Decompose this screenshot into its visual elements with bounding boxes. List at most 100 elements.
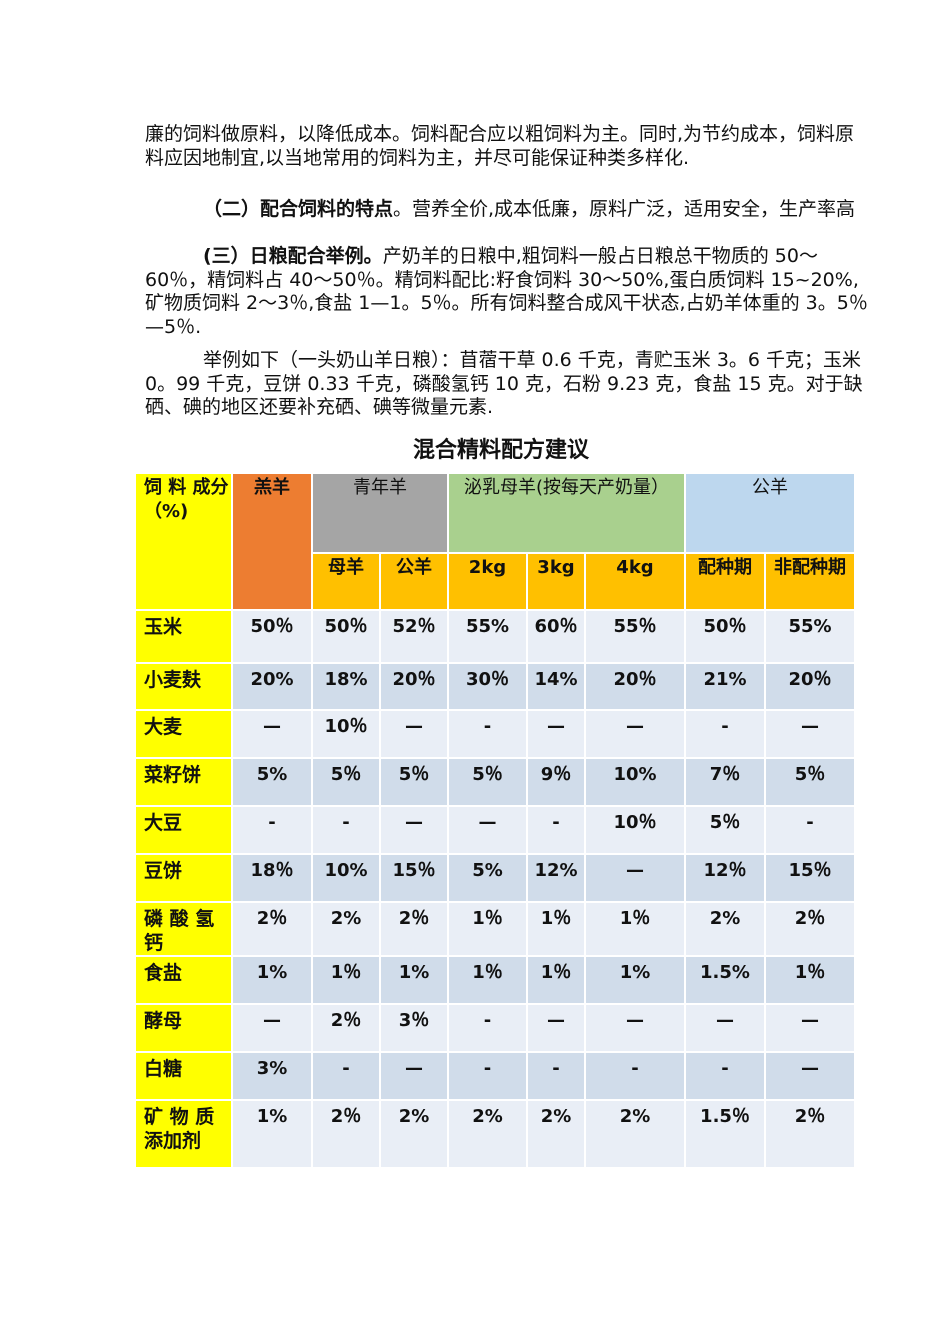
table-cell: 10％ <box>313 711 381 759</box>
table-cell: 1％ <box>528 903 586 957</box>
table-cell: 18％ <box>233 855 313 903</box>
subheader-2kg: 2kg <box>449 554 528 611</box>
table-row: 食盐 1% 1％ 1% 1％ 1％ 1% 1.5% 1％ <box>136 957 856 1005</box>
table-cell: 1.5％ <box>686 1101 766 1169</box>
table-cell: 50％ <box>233 611 313 664</box>
table-title: 混合精料配方建议 <box>412 438 589 463</box>
table-cell: 20％ <box>381 664 449 711</box>
table-cell: 5% <box>449 855 528 903</box>
paragraph-example-body: 产奶羊的日粮中,粗饲料一般占日粮总干物质的 50～60％，精饲料占 40～50％… <box>145 245 868 338</box>
table-cell: 2％ <box>233 903 313 957</box>
table-cell: 9％ <box>528 759 586 807</box>
table-cell: — <box>381 711 449 759</box>
table-cell: 5％ <box>766 759 856 807</box>
table-cell: 1% <box>381 957 449 1005</box>
table-row: 菜籽饼 5% 5％ 5％ 5％ 9％ 10% 7％ 5％ <box>136 759 856 807</box>
table-cell: 14% <box>528 664 586 711</box>
table-cell: — <box>381 807 449 855</box>
table-cell: 2% <box>313 903 381 957</box>
table-row: 磷 酸 氢钙 2％ 2% 2％ 1％ 1％ 1％ 2% 2％ <box>136 903 856 957</box>
table-row: 小麦麸 20% 18% 20％ 30％ 14% 20％ 21% 20％ <box>136 664 856 711</box>
table-cell: 1% <box>233 1101 313 1169</box>
table-cell: 1％ <box>586 903 686 957</box>
table-cell: 10% <box>313 855 381 903</box>
table-cell: - <box>586 1053 686 1101</box>
paragraph-feature-heading: （二）配合饲料的特点 <box>203 198 394 220</box>
table-cell: — <box>586 1005 686 1053</box>
table-cell: 10％ <box>586 807 686 855</box>
table-cell: — <box>586 855 686 903</box>
row-label: 玉米 <box>136 611 233 664</box>
table-cell: 5％ <box>686 807 766 855</box>
table-cell: — <box>586 711 686 759</box>
paragraph-feature-body: 。营养全价,成本低廉，原料广泛，适用安全，生产率高 <box>393 198 856 220</box>
table-cell: 18% <box>313 664 381 711</box>
table-row: 酵母 —2％ 3％ - — — — — <box>136 1005 856 1053</box>
table-cell: 1% <box>233 957 313 1005</box>
row-label: 大豆 <box>136 807 233 855</box>
table-cell: 5% <box>233 759 313 807</box>
table-cell: - <box>449 1005 528 1053</box>
table-cell: 2% <box>586 1101 686 1169</box>
paragraph-example: (三）日粮配合举例。产奶羊的日粮中,粗饲料一般占日粮总干物质的 50～60％，精… <box>145 245 870 339</box>
table-cell: 1％ <box>449 903 528 957</box>
table-cell: - <box>528 1053 586 1101</box>
table-cell: 21% <box>686 664 766 711</box>
table-cell: 1％ <box>528 957 586 1005</box>
table-cell: 2% <box>381 1101 449 1169</box>
table-cell: 7％ <box>686 759 766 807</box>
table-cell: 3％ <box>381 1005 449 1053</box>
header-young: 青年羊 <box>313 474 449 554</box>
table-row: 大麦 —10％ — - — — - — <box>136 711 856 759</box>
header-ram: 公羊 <box>686 474 856 554</box>
table-cell: 10% <box>586 759 686 807</box>
table-row: 豆饼 18％ 10% 15％ 5% 12% —12％ 15％ <box>136 855 856 903</box>
table-cell: - <box>233 807 313 855</box>
table-cell: 2％ <box>766 903 856 957</box>
table-cell: 2％ <box>381 903 449 957</box>
table-cell: 2% <box>449 1101 528 1169</box>
table-cell: 2％ <box>313 1101 381 1169</box>
table-cell: 2% <box>686 903 766 957</box>
subheader-ewe: 母羊 <box>313 554 381 611</box>
table-cell: - <box>686 1053 766 1101</box>
table-cell: — <box>766 1005 856 1053</box>
table-cell: — <box>766 1053 856 1101</box>
row-label: 酵母 <box>136 1005 233 1053</box>
table-row: 大豆 - - — — -10％ 5％ - <box>136 807 856 855</box>
table-cell: — <box>766 711 856 759</box>
table-cell: — <box>381 1053 449 1101</box>
table-row: 矿 物 质添加剂 1% 2％ 2% 2% 2% 2% 1.5％ 2％ <box>136 1101 856 1169</box>
row-label: 食盐 <box>136 957 233 1005</box>
header-lamb: 羔羊 <box>233 474 313 611</box>
table-row: 玉米 50％ 50％ 52％ 55% 60％ 55％ 50％ 55% <box>136 611 856 664</box>
row-label: 矿 物 质添加剂 <box>136 1101 233 1169</box>
table-cell: 50％ <box>313 611 381 664</box>
table-cell: - <box>313 1053 381 1101</box>
header-lactating: 泌乳母羊(按每天产奶量） <box>449 474 686 554</box>
table-cell: - <box>449 711 528 759</box>
table-cell: 2％ <box>313 1005 381 1053</box>
table-cell: 3% <box>233 1053 313 1101</box>
table-cell: — <box>528 711 586 759</box>
table-cell: 55% <box>449 611 528 664</box>
table-cell: — <box>233 711 313 759</box>
corner-header: 饲 料 成分（%) <box>136 474 233 611</box>
subheader-breeding: 配种期 <box>686 554 766 611</box>
table-cell: 1％ <box>313 957 381 1005</box>
row-label: 大麦 <box>136 711 233 759</box>
table-cell: 50％ <box>686 611 766 664</box>
paragraph-example-heading: (三）日粮配合举例。 <box>203 245 383 267</box>
subheader-4kg: 4kg <box>586 554 686 611</box>
row-label: 豆饼 <box>136 855 233 903</box>
table-cell: 5％ <box>313 759 381 807</box>
table-cell: 55% <box>766 611 856 664</box>
table-cell: 12% <box>528 855 586 903</box>
table-cell: 1％ <box>766 957 856 1005</box>
table-cell: — <box>233 1005 313 1053</box>
table-cell: 1.5% <box>686 957 766 1005</box>
table-cell: 20% <box>233 664 313 711</box>
table-cell: - <box>313 807 381 855</box>
row-label: 菜籽饼 <box>136 759 233 807</box>
table-cell: 5％ <box>449 759 528 807</box>
